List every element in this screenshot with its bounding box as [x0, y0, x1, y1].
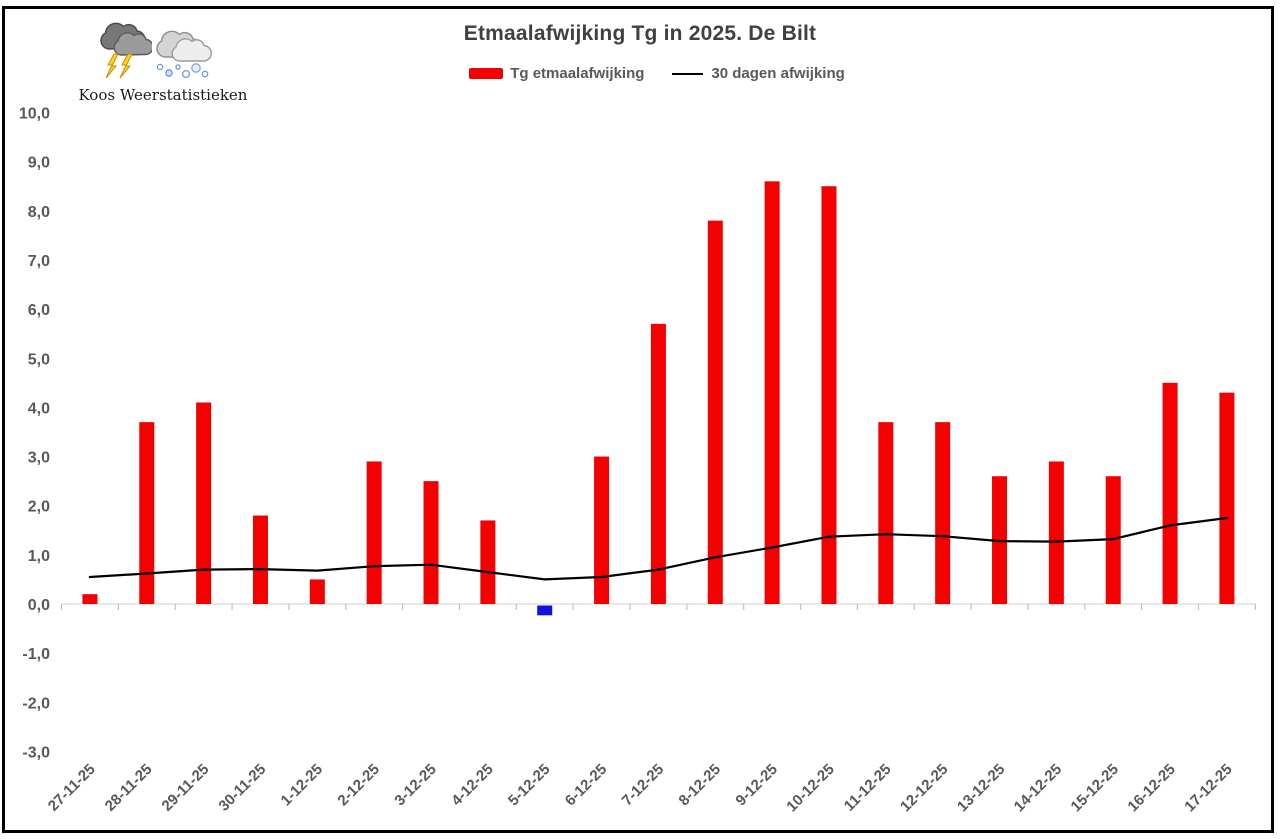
bar	[821, 186, 837, 604]
x-axis-label: 28-11-25	[102, 761, 156, 815]
negative-bar	[537, 605, 553, 616]
x-axis-label: 14-12-25	[1011, 761, 1065, 815]
x-axis-label: 6-12-25	[562, 761, 611, 810]
x-axis-label: 15-12-25	[1068, 761, 1122, 815]
bar	[309, 579, 325, 604]
bar	[82, 594, 98, 604]
legend-line-label: 30 dagen afwijking	[711, 65, 845, 82]
y-axis-label: 1,0	[28, 548, 50, 565]
x-axis-label: 13-12-25	[954, 761, 1008, 815]
chart-frame	[2, 6, 1274, 833]
bar	[935, 422, 951, 604]
y-axis-label: -2,0	[22, 695, 50, 712]
legend-bar-swatch-icon	[469, 68, 504, 79]
x-axis-label: 12-12-25	[897, 761, 951, 815]
bar	[139, 422, 155, 604]
bar	[1048, 461, 1064, 604]
bar	[196, 402, 212, 604]
x-axis-label: 3-12-25	[391, 761, 440, 810]
brand-logo: Koos Weerstatistieken	[79, 16, 247, 106]
snow-cloud-icon	[156, 30, 212, 79]
bar	[594, 456, 610, 604]
chart-legend: Tg etmaalafwijking 30 dagen afwijking	[0, 65, 1280, 82]
legend-line-swatch-icon	[672, 72, 704, 75]
y-axis-label: 10,0	[19, 106, 50, 123]
y-axis-label: -1,0	[22, 646, 50, 663]
x-axis-label: 30-11-25	[215, 761, 269, 815]
storm-cloud-icon	[100, 22, 152, 79]
y-axis-label: 4,0	[28, 400, 50, 417]
x-axis-label: 17-12-25	[1181, 761, 1235, 815]
x-axis-label: 2-12-25	[334, 761, 383, 810]
chart-title: Etmaalafwijking Tg in 2025. De Bilt	[463, 22, 817, 45]
x-axis-label: 7-12-25	[619, 761, 668, 810]
bar	[423, 481, 439, 604]
x-axis-label: 8-12-25	[676, 761, 725, 810]
bar	[252, 515, 268, 604]
y-axis-label: 9,0	[28, 155, 50, 172]
y-axis-label: 8,0	[28, 204, 50, 221]
x-axis-label: 16-12-25	[1124, 761, 1178, 815]
y-axis-label: 3,0	[28, 450, 50, 467]
bar	[1219, 392, 1235, 604]
brand-name: Koos Weerstatistieken	[78, 86, 248, 104]
y-axis-label: -3,0	[22, 744, 50, 761]
y-axis-label: 5,0	[28, 351, 50, 368]
trend-line	[88, 516, 1229, 581]
x-axis-label: 11-12-25	[841, 761, 895, 815]
x-axis-label: 10-12-25	[783, 761, 837, 815]
legend-item-bar: Tg etmaalafwijking	[469, 65, 644, 82]
x-axis-label: 9-12-25	[732, 761, 781, 810]
y-axis-label: 7,0	[28, 253, 50, 270]
x-axis-label: 1-12-25	[278, 761, 327, 810]
bar	[480, 520, 496, 604]
y-axis-label: 2,0	[28, 499, 50, 516]
x-axis-label: 27-11-25	[45, 761, 99, 815]
x-axis-label: 4-12-25	[448, 761, 497, 810]
bar	[650, 323, 666, 604]
bar	[1162, 382, 1178, 604]
x-axis-label: 29-11-25	[159, 761, 213, 815]
y-axis-label: 6,0	[28, 302, 50, 319]
bar	[707, 220, 723, 604]
legend-item-line: 30 dagen afwijking	[644, 65, 845, 82]
bar	[764, 181, 780, 604]
bar	[878, 422, 894, 604]
legend-bar-label: Tg etmaalafwijking	[510, 65, 645, 82]
x-axis-label: 5-12-25	[505, 761, 554, 810]
y-axis-label: 0,0	[28, 597, 50, 614]
bar	[366, 461, 382, 604]
